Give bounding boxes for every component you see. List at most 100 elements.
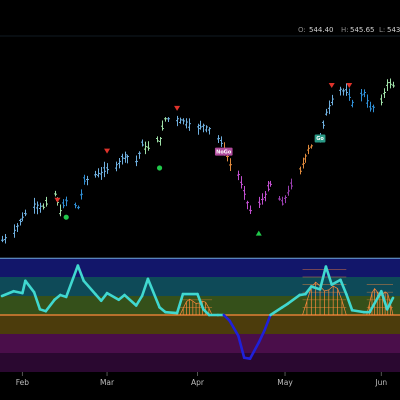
price-bar (39, 202, 42, 213)
low-value: 543 (387, 26, 400, 34)
price-bar (126, 154, 129, 164)
oscillator-cloud (302, 269, 347, 316)
oscillator-segment (304, 285, 313, 296)
time-tick-label: Mar (100, 378, 115, 387)
price-bar (141, 139, 144, 147)
price-bar (258, 196, 261, 209)
price-bar (380, 94, 383, 106)
price-bar (36, 201, 39, 215)
oscillator-segment (368, 289, 383, 314)
price-bar (220, 136, 223, 147)
oscillator-segment (12, 289, 24, 295)
price-bar (290, 178, 293, 190)
oscillator-segment (345, 292, 354, 312)
price-panel: NoGo Go (1, 78, 395, 244)
price-bar (54, 190, 57, 197)
oscillator-segment (175, 292, 185, 315)
price-bar (161, 120, 164, 131)
price-bar (179, 117, 182, 124)
time-tick-label: Feb (16, 378, 30, 387)
sell-signal-icon (104, 148, 111, 154)
price-bar (4, 234, 7, 244)
price-bar (372, 104, 375, 113)
price-bar (299, 166, 302, 175)
oscillator-segment (140, 277, 150, 298)
price-bar (135, 155, 138, 167)
price-bar (328, 100, 331, 115)
price-bar (237, 170, 240, 181)
price-bar (21, 212, 24, 222)
price-bar (287, 185, 290, 196)
oscillator-band (0, 315, 400, 334)
price-bar (369, 101, 372, 112)
price-bar (42, 203, 45, 210)
sell-signal-icon (174, 105, 181, 111)
price-bar (363, 89, 366, 98)
price-bar (188, 118, 191, 131)
tag-nogo: NoGo (214, 147, 233, 156)
price-bar (199, 120, 202, 130)
price-bar (83, 174, 86, 185)
price-bar (147, 141, 150, 151)
price-bar (392, 81, 395, 88)
price-bar (65, 196, 68, 207)
open-label: O: (298, 26, 306, 34)
tag-box (314, 134, 326, 143)
low-label: L: (379, 26, 385, 34)
price-bar (360, 88, 363, 102)
oscillator-segment (309, 285, 322, 291)
price-bar (304, 153, 307, 163)
price-bar (100, 167, 103, 180)
oscillator-cloud (179, 298, 213, 316)
oscillator-segment (318, 265, 328, 291)
oscillator-segment (228, 319, 240, 338)
buy-signal-dot-icon (63, 214, 69, 220)
price-bar (339, 86, 342, 96)
oscillator-segment (64, 264, 80, 299)
price-bar (144, 141, 147, 155)
buy-signal-dot-icon (156, 165, 163, 171)
oscillator-segment (146, 277, 161, 309)
price-bar (115, 161, 118, 172)
oscillator-segment (82, 279, 97, 296)
price-bar (243, 186, 246, 200)
price-bar (264, 190, 267, 202)
price-bar (197, 123, 200, 135)
price-bar (302, 157, 305, 169)
price-bar (217, 135, 220, 144)
oscillator-band (0, 258, 400, 277)
price-bar (240, 176, 243, 189)
price-bar (164, 117, 167, 122)
price-bar (94, 170, 97, 178)
price-bars (1, 78, 395, 244)
oscillator-segment (105, 291, 121, 302)
tag-box (214, 147, 233, 156)
oscillator-segment (257, 328, 266, 344)
price-bar (208, 127, 211, 135)
oscillator-segment (339, 278, 348, 296)
oscillator-segment (94, 292, 103, 303)
price-bar (19, 218, 22, 226)
sell-signal-icon (328, 82, 335, 88)
price-bar (229, 158, 232, 171)
open-value: 544.40 (309, 26, 334, 34)
price-bar (269, 180, 272, 187)
price-bar (121, 153, 124, 165)
time-axis: Feb Mar Apr May Jun (16, 372, 387, 387)
oscillator-segment (269, 306, 284, 317)
oscillator-segment (123, 293, 138, 307)
price-bar (59, 204, 62, 217)
oscillator-bands (0, 258, 400, 372)
price-bar (389, 78, 392, 89)
price-bar (13, 224, 16, 238)
oscillator-segment (164, 310, 179, 315)
price-bar (1, 235, 4, 243)
oscillator-segment (324, 265, 334, 286)
tag-label: NoGo (216, 149, 232, 155)
oscillator-segment (24, 279, 36, 294)
oscillator-panel (0, 258, 400, 372)
price-bar (24, 209, 27, 217)
price-bar (205, 125, 208, 133)
oscillator-segment (330, 278, 342, 286)
